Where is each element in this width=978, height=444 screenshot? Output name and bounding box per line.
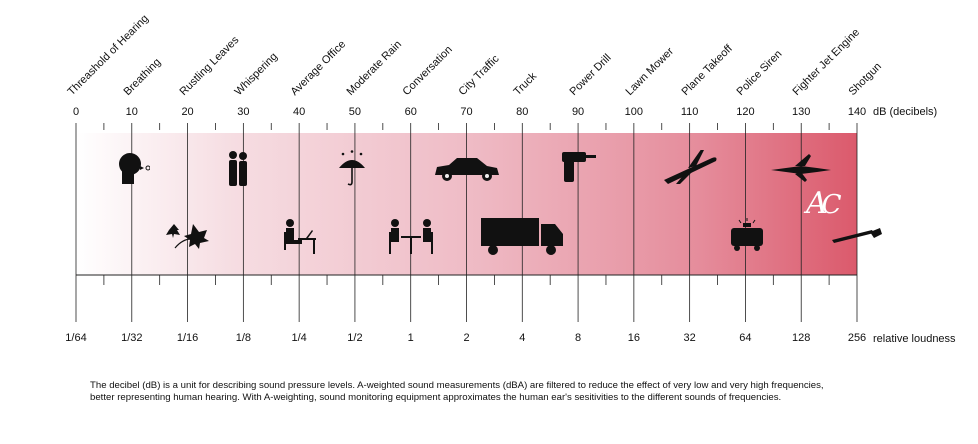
relative-loudness-label: 1/64	[65, 332, 87, 344]
relative-loudness-label: 16	[627, 332, 640, 344]
db-tick-label: 80	[516, 106, 529, 118]
db-tick-label: 50	[348, 106, 362, 118]
relative-loudness-label: 32	[683, 332, 696, 344]
relative-loudness-label: 1/8	[235, 332, 251, 344]
umbrella-rain-icon	[337, 150, 373, 191]
db-tick-label: 120	[736, 106, 755, 118]
relative-loudness-label: 1/32	[121, 332, 143, 344]
breathing-head-icon	[114, 150, 151, 191]
db-tick-label: 40	[293, 106, 306, 118]
relative-loudness-label: 256	[847, 332, 867, 344]
police-car-icon	[727, 218, 764, 259]
relative-loudness-label: 4	[519, 332, 526, 344]
truck-icon	[479, 216, 565, 261]
db-tick-label: 110	[680, 106, 699, 118]
car-icon	[433, 153, 501, 188]
relative-loudness-label: 1/2	[347, 332, 363, 344]
db-tick-label: 0	[72, 106, 80, 118]
db-tick-label: 140	[847, 106, 867, 118]
explanatory-note: The decibel (dB) is a unit for describin…	[90, 380, 824, 403]
db-tick-label: 130	[792, 106, 811, 118]
db-tick-label: 90	[571, 106, 585, 118]
db-unit-label: dB (decibels)	[873, 106, 938, 118]
db-tick-label: 20	[181, 106, 194, 118]
db-tick-label: 70	[460, 106, 473, 118]
db-tick-label: 60	[404, 106, 417, 118]
shotgun-icon	[832, 228, 882, 249]
db-tick-label: 100	[624, 106, 644, 118]
office-worker-icon	[280, 218, 318, 259]
relative-loudness-label: 1/16	[176, 332, 199, 344]
relative-loudness-label: 8	[575, 332, 582, 344]
db-tick-label: 30	[237, 106, 250, 118]
conversation-table-icon	[387, 218, 435, 259]
relative-loudness-label: 64	[739, 332, 752, 344]
power-drill-icon	[560, 150, 599, 191]
fighter-jet-icon	[771, 152, 832, 189]
relative-loudness-label: 1/4	[291, 332, 307, 344]
leaves-icon	[163, 220, 213, 257]
airplane-icon	[662, 148, 718, 191]
relative-loudness-label: 1	[407, 332, 414, 344]
relative-loudness-label: 128	[792, 332, 811, 344]
lawn-mower-icon: undefined	[616, 218, 652, 259]
relative-loudness-label: 2	[463, 332, 470, 344]
loudness-unit-label: relative loudness	[873, 333, 956, 345]
whispering-people-icon	[225, 150, 261, 191]
db-tick-label: 10	[125, 106, 138, 118]
